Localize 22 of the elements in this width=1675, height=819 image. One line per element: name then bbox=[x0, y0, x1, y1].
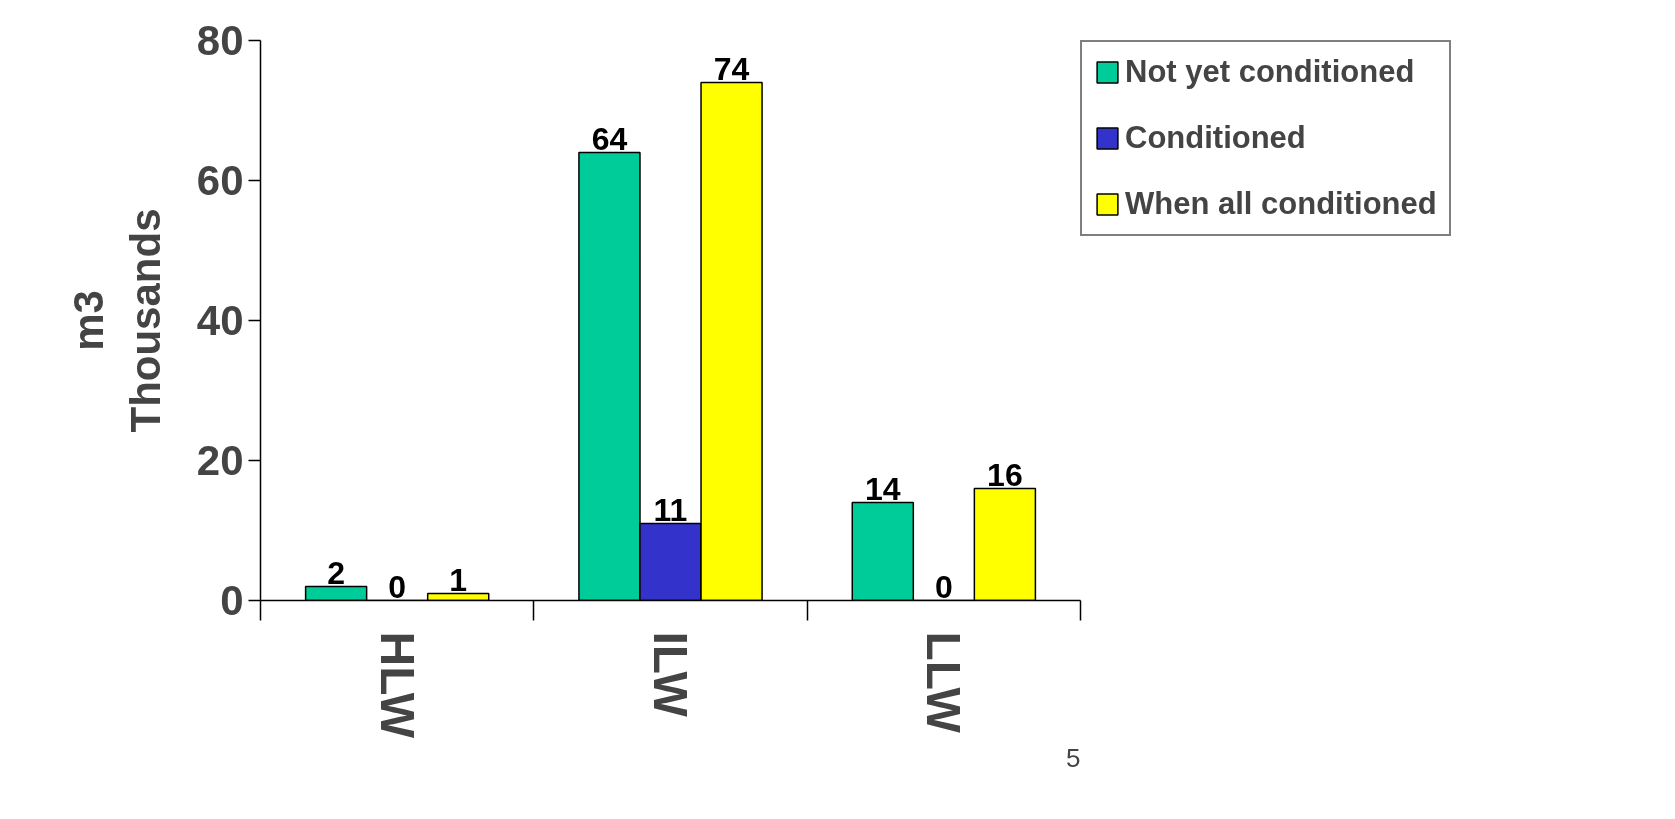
data-label: 0 bbox=[934, 568, 953, 605]
y-tick-label: 40 bbox=[196, 297, 244, 344]
x-tick-label: HLW bbox=[370, 631, 424, 739]
y-tick-label: 60 bbox=[196, 157, 244, 204]
data-label: 64 bbox=[591, 120, 628, 157]
data-label: 74 bbox=[713, 50, 750, 87]
data-label: 11 bbox=[653, 491, 688, 528]
data-label: 16 bbox=[987, 456, 1023, 493]
y-tick-label: 20 bbox=[196, 437, 244, 484]
x-tick-label: ILW bbox=[644, 631, 697, 718]
data-label: 1 bbox=[449, 561, 468, 598]
data-label: 2 bbox=[327, 554, 346, 591]
data-label: 14 bbox=[864, 470, 901, 507]
text: 5 bbox=[1066, 742, 1081, 773]
y-tick-label: 80 bbox=[196, 17, 244, 64]
y-tick-label: 0 bbox=[220, 577, 244, 624]
data-label: 0 bbox=[388, 568, 407, 605]
x-tick-label: LLW bbox=[917, 631, 971, 734]
legend-label: When all conditioned bbox=[1125, 186, 1437, 222]
legend-label: Not yet conditioned bbox=[1125, 54, 1415, 90]
y-axis-title: m3 Thousands bbox=[65, 208, 169, 433]
legend-label: Conditioned bbox=[1125, 120, 1306, 156]
